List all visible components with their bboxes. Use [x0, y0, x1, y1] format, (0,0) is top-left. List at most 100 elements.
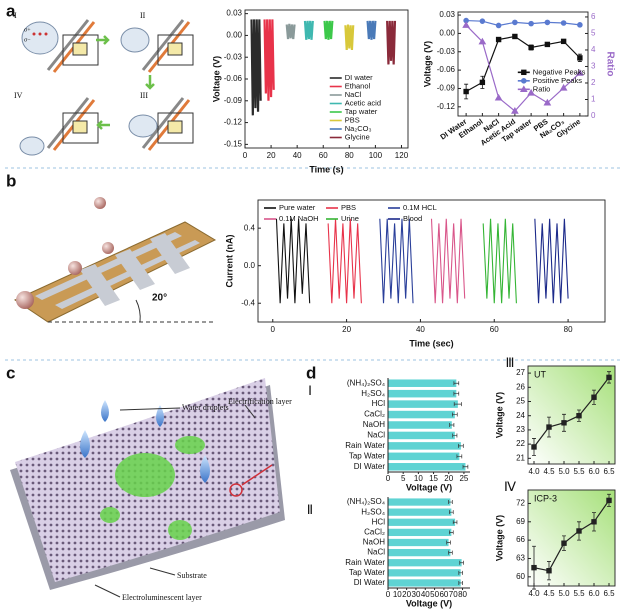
x-tick-label: 70 — [449, 590, 458, 599]
panel-label: c — [6, 363, 15, 382]
series-line — [482, 218, 517, 304]
y-tick-label: -0.12 — [437, 102, 456, 111]
bar — [388, 518, 456, 526]
x-tick-label: 5.0 — [558, 467, 570, 476]
legend-label: PBS — [345, 115, 360, 124]
legend-marker — [521, 78, 527, 84]
x-axis-label: Time (s) — [309, 164, 343, 174]
legend-label: Tap water — [345, 107, 378, 116]
error-bar — [453, 391, 460, 396]
y-tick-label: 69 — [516, 517, 525, 526]
y-tick-label: 60 — [516, 572, 525, 581]
marker — [546, 424, 552, 430]
panel-label: d — [306, 363, 316, 382]
y2-tick-label: 5 — [591, 29, 596, 38]
series-line — [533, 376, 610, 448]
y2-tick-label: 6 — [591, 12, 596, 21]
x-tick-label: 30 — [412, 590, 421, 599]
marker — [544, 41, 551, 48]
bar — [388, 559, 462, 567]
legend-marker — [519, 85, 528, 93]
marker — [606, 497, 612, 504]
y-axis-label: Current (nA) — [224, 235, 234, 288]
x-tick-label: 6.5 — [603, 467, 615, 476]
schematic-a: I II III IV σ+ σ− — [14, 11, 194, 156]
x-tick-label: 6.5 — [603, 589, 615, 598]
marker — [577, 22, 583, 28]
series-line — [465, 35, 581, 93]
y-axis-label: Voltage (V) — [494, 392, 504, 438]
marker — [495, 36, 502, 43]
marker — [479, 18, 486, 24]
category-label: NaOH — [363, 538, 385, 547]
schematic-b: 20° — [13, 197, 217, 323]
legend-label: 0.1M HCL — [403, 203, 437, 212]
error-bar — [453, 381, 460, 386]
error-bar — [462, 464, 469, 469]
x-tick-label: 10 — [393, 590, 402, 599]
x-tick-label: 5.5 — [573, 467, 585, 476]
x-tick-label: 0 — [271, 325, 276, 334]
x-tick-label: 40 — [293, 151, 302, 160]
charge-label: σ+ — [24, 27, 31, 33]
plot-frame — [527, 365, 616, 465]
bar — [388, 548, 451, 557]
y-axis-label: Voltage (V) — [422, 41, 432, 87]
legend-label: Blood — [403, 214, 422, 223]
annotation: ICP-3 — [534, 493, 557, 503]
y2-tick-label: 4 — [591, 45, 596, 54]
x-tick-label: 6.0 — [588, 467, 600, 476]
y-tick-label: 23 — [516, 425, 525, 434]
y-tick-label: 0.03 — [439, 10, 455, 19]
category-label: NaCl — [367, 548, 385, 557]
error-bar — [458, 443, 464, 448]
y-tick-label: -0.06 — [224, 74, 243, 83]
x-tick-label: 0 — [386, 590, 391, 599]
x-tick-label: 4.0 — [528, 589, 540, 598]
x-tick-label: 25 — [459, 474, 468, 483]
chart: 60 63 66 69 72 4.0 4.5 5.0 5.5 6.0 6.5 Ⅳ ICP-3 Voltag… — [494, 479, 616, 598]
error-bar — [449, 510, 454, 515]
y-tick-label: 24 — [516, 411, 525, 420]
legend-label: DI water — [345, 73, 373, 82]
x-tick-label: 4.5 — [543, 467, 555, 476]
y-tick-label: -0.03 — [224, 52, 243, 61]
marker — [560, 20, 567, 26]
y-tick-label: -0.09 — [437, 84, 456, 93]
x-tick-label: 80 — [458, 590, 467, 599]
marker — [576, 413, 582, 419]
annotation: UT — [534, 369, 546, 379]
x-tick-label: 40 — [416, 325, 425, 334]
bar — [388, 379, 457, 387]
marker — [494, 93, 503, 101]
y-tick-label: -0.06 — [437, 65, 456, 74]
error-bar — [452, 412, 458, 417]
series-line — [285, 23, 296, 40]
y-tick-label: 0.03 — [226, 9, 242, 18]
y-tick-label: 63 — [516, 554, 525, 563]
legend-label: Pure water — [279, 203, 316, 212]
plot-frame — [457, 11, 589, 117]
y-tick-label: 0.4 — [244, 223, 256, 232]
category-label: (NH₄)₂SO₄ — [347, 378, 385, 387]
marker — [478, 37, 487, 45]
marker — [543, 98, 552, 106]
marker — [576, 528, 582, 534]
bar — [388, 498, 451, 506]
legend-label: Na₂CO₃ — [345, 124, 372, 133]
category-label: DI Water — [354, 578, 386, 587]
marker — [531, 444, 537, 450]
series-line — [323, 20, 334, 40]
legend-label: Ethanol — [345, 81, 371, 90]
x-tick-label: 20 — [444, 474, 453, 483]
y-tick-label: -0.4 — [241, 298, 255, 307]
step-label: III — [140, 91, 148, 100]
series-line — [366, 20, 377, 40]
x-tick-label: 4.0 — [528, 467, 540, 476]
series-line — [327, 218, 362, 304]
error-bar — [459, 560, 464, 565]
panel-label: a — [6, 1, 16, 20]
series-line — [250, 19, 262, 116]
y2-tick-label: 3 — [591, 62, 596, 71]
